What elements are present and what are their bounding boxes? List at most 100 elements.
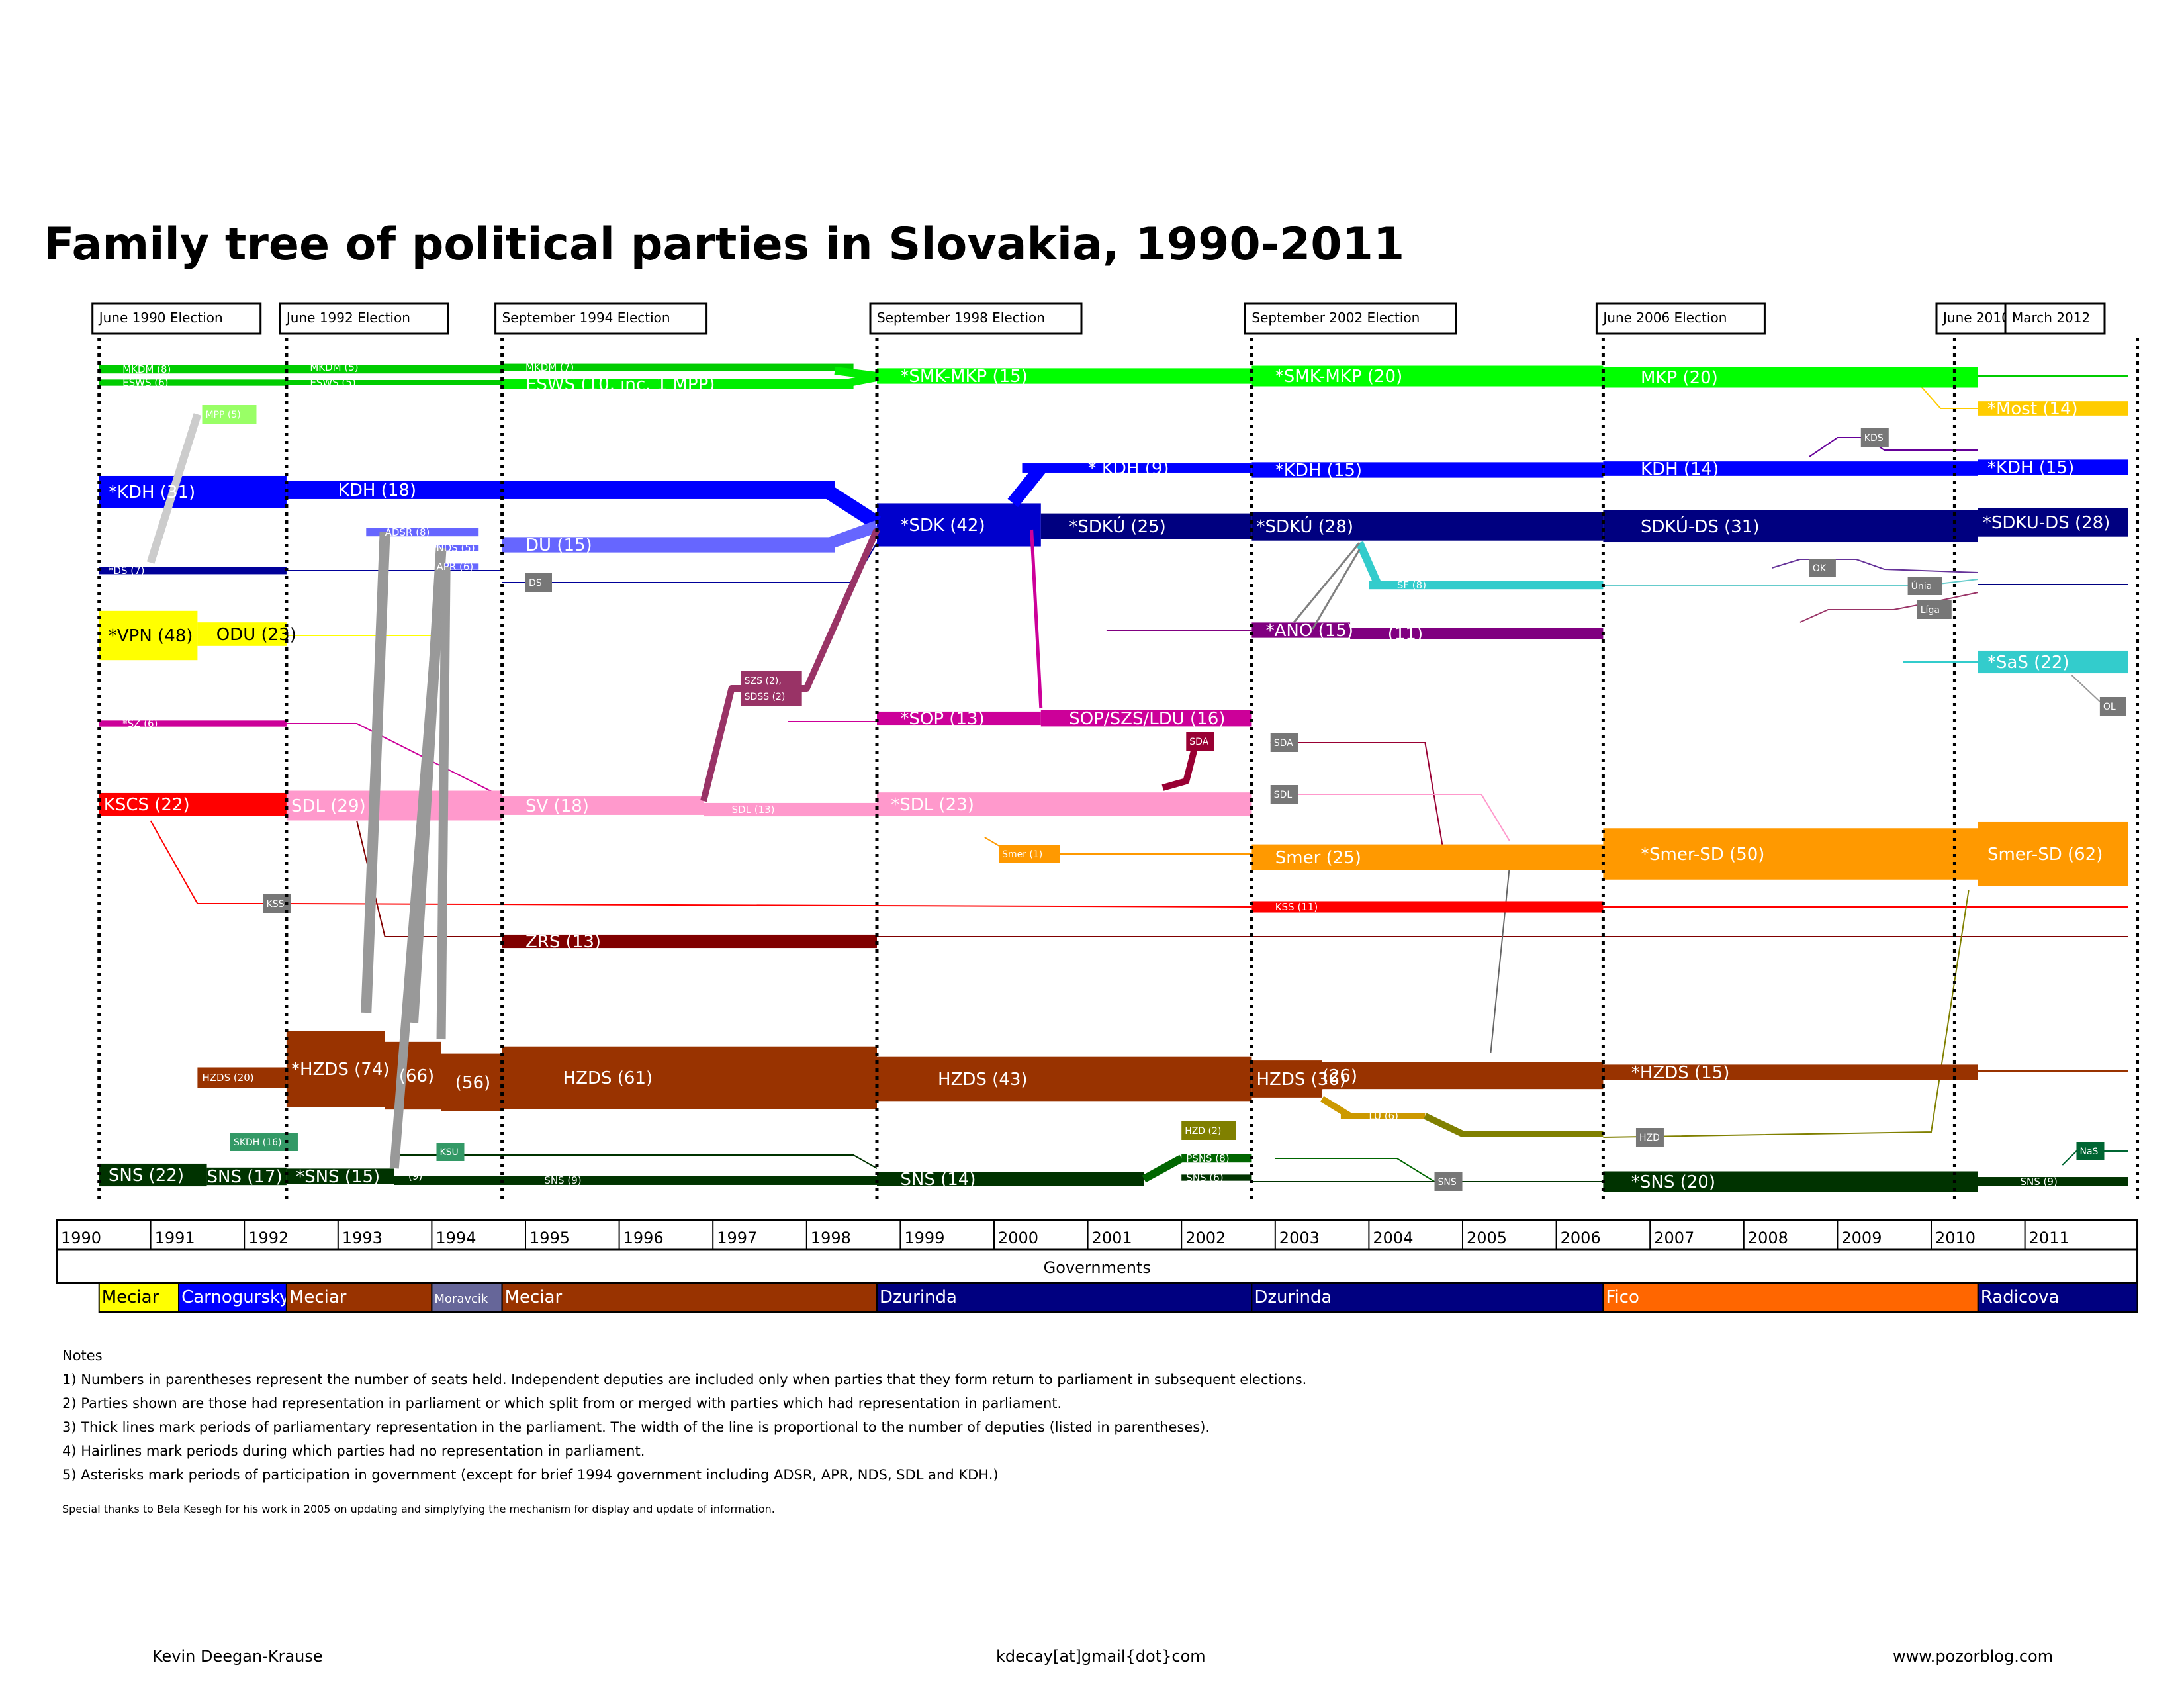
minor-party-label: HZD (2) <box>1185 1126 1221 1137</box>
party-band <box>436 545 479 551</box>
thanks-note: Special thanks to Bela Kesegh for his wo… <box>62 1503 775 1515</box>
party-band <box>1181 1154 1252 1163</box>
connector <box>834 373 878 389</box>
party-label: MKDM (7) <box>525 361 574 373</box>
party-label: *Most (14) <box>1987 399 2078 419</box>
minor-party-label: SKDH (16) <box>234 1137 282 1148</box>
party-band <box>1251 622 1351 638</box>
party-band <box>1978 401 2128 416</box>
connector <box>1310 1072 1334 1092</box>
minor-party-box <box>1635 1128 1664 1147</box>
hairline <box>286 723 498 795</box>
party-band <box>1022 463 1252 473</box>
party-band <box>1040 513 1252 539</box>
election-box <box>1244 302 1457 335</box>
party-band <box>1603 461 1978 476</box>
party-label: KSCS (22) <box>104 795 190 815</box>
election-label: June 1992 Election <box>285 310 410 326</box>
year-label: 1998 <box>811 1229 851 1247</box>
party-label: *SDKU-DS (28) <box>1983 513 2110 533</box>
year-label: 2004 <box>1373 1229 1413 1247</box>
party-label: *SNS (15) <box>296 1167 380 1187</box>
party-label: HZDS (36) <box>1256 1070 1346 1090</box>
minor-party-box <box>1434 1172 1463 1191</box>
connector <box>1424 1113 1604 1137</box>
governments-label: Governments <box>1044 1258 1151 1277</box>
election-label: March 2012 <box>2012 310 2090 326</box>
party-band <box>1322 1062 1604 1090</box>
minor-party-label: KDS <box>1864 433 1884 444</box>
party-band <box>197 622 287 646</box>
party-label: ZRS (13) <box>525 932 601 952</box>
party-band <box>1040 710 1252 727</box>
connector <box>436 566 451 1040</box>
party-label: *SaS (22) <box>1987 653 2070 673</box>
note-item: 2) Parties shown are those had represent… <box>62 1395 1062 1411</box>
party-band <box>1369 581 1604 590</box>
party-label: KDH (18) <box>338 481 416 500</box>
party-band <box>502 934 877 949</box>
party-label: *SDK (42) <box>900 516 985 536</box>
party-label: SNS (6) <box>1186 1172 1223 1184</box>
party-label: *DS (7) <box>109 565 145 577</box>
party-band <box>286 790 502 821</box>
party-label: *KDH (15) <box>1275 461 1362 481</box>
minor-party-box <box>2099 697 2126 716</box>
party-band <box>502 1046 877 1109</box>
year-label: 2006 <box>1561 1229 1601 1247</box>
party-label: KSS (11) <box>1275 901 1318 913</box>
party-band <box>286 1168 394 1184</box>
year-label: 1999 <box>904 1229 944 1247</box>
minor-party-label: KSU <box>439 1147 458 1158</box>
governments-bar: Meciar Carnogursky Meciar Moravcik Meciar Dzu… <box>98 1282 2138 1313</box>
party-band <box>1978 650 2128 674</box>
party-band <box>99 792 287 816</box>
minor-party-label: SDA <box>1189 737 1208 747</box>
party-bands <box>99 363 2128 1192</box>
party-band <box>1978 821 2128 886</box>
minor-party-label: Líga <box>1921 605 1940 616</box>
party-band <box>394 1176 877 1185</box>
party-band <box>1603 367 1978 388</box>
party-label: (66) <box>399 1066 434 1086</box>
connector <box>146 413 202 564</box>
hairline <box>2071 675 2101 702</box>
party-band <box>877 1056 1252 1102</box>
government-segment <box>1602 1282 1979 1313</box>
party-label: SNS (14) <box>900 1170 976 1190</box>
year-label: 1995 <box>529 1229 570 1247</box>
connector <box>1161 743 1199 791</box>
connector <box>1293 542 1361 623</box>
government-segment <box>98 1282 180 1313</box>
party-label: HZDS (61) <box>563 1068 653 1088</box>
minor-party-box <box>1181 1121 1236 1140</box>
connector <box>821 483 881 530</box>
party-label: *SMK-MKP (15) <box>900 367 1027 387</box>
party-label: ODU (23) <box>216 625 296 645</box>
minor-party-box <box>1917 600 1952 619</box>
election-label: September 1998 Election <box>877 310 1045 326</box>
party-band <box>1603 510 1978 543</box>
election-box <box>2004 302 2106 335</box>
government-label: Fico <box>1606 1288 1639 1307</box>
year-label: 1991 <box>155 1229 195 1247</box>
party-band <box>1251 901 1604 913</box>
governments-header-box <box>56 1248 2139 1284</box>
party-label: MKDM (5) <box>310 361 358 373</box>
party-band <box>1978 459 2128 475</box>
year-label: 1996 <box>623 1229 664 1247</box>
party-label: *KDH (15) <box>1987 458 2074 478</box>
minor-party-label: SZS (2), <box>745 676 782 686</box>
party-label: *SOP (13) <box>900 709 984 729</box>
minor-party-box <box>1186 732 1214 751</box>
party-label: *VPN (48) <box>109 626 193 646</box>
party-band <box>502 363 854 371</box>
minor-party-label: MPP (5) <box>205 410 240 420</box>
party-label: SNS (17) <box>207 1167 283 1187</box>
year-label: 2003 <box>1279 1229 1320 1247</box>
year-label: 1993 <box>342 1229 383 1247</box>
minor-party-box <box>436 1143 465 1161</box>
party-label: ESWS (6) <box>122 377 168 389</box>
minor-party-label: NaS <box>2079 1147 2098 1157</box>
